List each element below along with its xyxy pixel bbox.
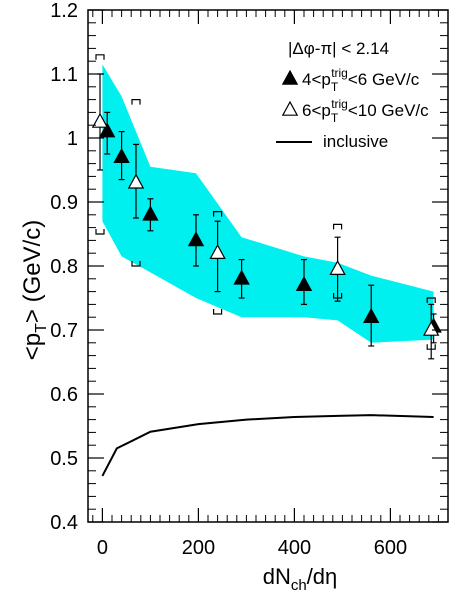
legend: 4<pTtrig<6 GeV/c 6<pTtrig<10 GeV/c inclusi… xyxy=(276,66,429,151)
y-tick-label: 0.9 xyxy=(50,192,78,214)
filled-triangle-point xyxy=(98,122,116,138)
cut-label: |Δφ-π| < 2.14 xyxy=(288,39,389,58)
y-tick-label: 0.5 xyxy=(50,448,78,470)
y-tick-label: 0.6 xyxy=(50,384,78,406)
x-tick-label: 400 xyxy=(278,537,311,559)
legend-open-triangle-icon xyxy=(281,100,299,116)
filled-triangle-point xyxy=(362,307,380,323)
open-triangle-point xyxy=(127,173,145,189)
open-triangle-point xyxy=(329,259,346,275)
legend-filled-triangle-icon xyxy=(281,69,299,85)
y-tick-label: 1 xyxy=(67,128,78,150)
filled-triangle-point xyxy=(113,147,130,163)
sys-bracket-bottom xyxy=(95,229,105,235)
legend-label: 6<pTtrig<10 GeV/c xyxy=(302,97,429,125)
sys-bracket-bottom xyxy=(213,309,223,315)
legend-label: 4<pTtrig<6 GeV/c xyxy=(302,66,420,94)
y-tick-label: 0.8 xyxy=(50,256,78,278)
x-tick-label: 600 xyxy=(374,537,407,559)
y-axis-label: <pT> (GeV/c) xyxy=(19,220,50,361)
x-axis-label: dNch/dη xyxy=(263,564,338,594)
open-triangle-point xyxy=(91,112,109,128)
filled-triangle-point xyxy=(233,269,250,285)
sys-bracket-top xyxy=(95,54,105,60)
sys-bracket-top xyxy=(426,297,436,303)
filled-triangle-point xyxy=(295,275,313,291)
inclusive-line xyxy=(101,414,434,477)
y-tick-label: 0.4 xyxy=(50,512,78,534)
y-tick-label: 1.2 xyxy=(50,0,78,22)
open-triangle-point xyxy=(209,243,226,259)
systematic-band xyxy=(102,64,434,343)
filled-triangle-point xyxy=(142,205,159,221)
sys-bracket-top xyxy=(131,99,141,105)
legend-label: inclusive xyxy=(323,132,388,151)
sys-bracket-top xyxy=(333,223,343,230)
sys-bracket-bottom xyxy=(131,261,141,267)
x-tick-label: 200 xyxy=(182,537,215,559)
x-tick-label: 0 xyxy=(97,537,108,559)
y-tick-label: 0.7 xyxy=(50,320,78,342)
y-tick-label: 1.1 xyxy=(50,64,78,86)
sys-bracket-top xyxy=(213,211,223,217)
open-triangle-point xyxy=(422,320,440,336)
filled-triangle-point xyxy=(187,231,205,247)
